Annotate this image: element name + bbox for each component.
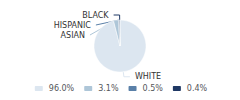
svg-text:WHITE: WHITE (135, 72, 161, 81)
svg-text:HISPANIC: HISPANIC (54, 21, 92, 30)
svg-text:0.5%: 0.5% (143, 84, 164, 93)
svg-text:ASIAN: ASIAN (61, 31, 85, 40)
svg-text:3.1%: 3.1% (98, 84, 119, 93)
svg-text:96.0%: 96.0% (49, 84, 75, 93)
svg-text:0.4%: 0.4% (187, 84, 208, 93)
svg-text:BLACK: BLACK (82, 11, 109, 20)
